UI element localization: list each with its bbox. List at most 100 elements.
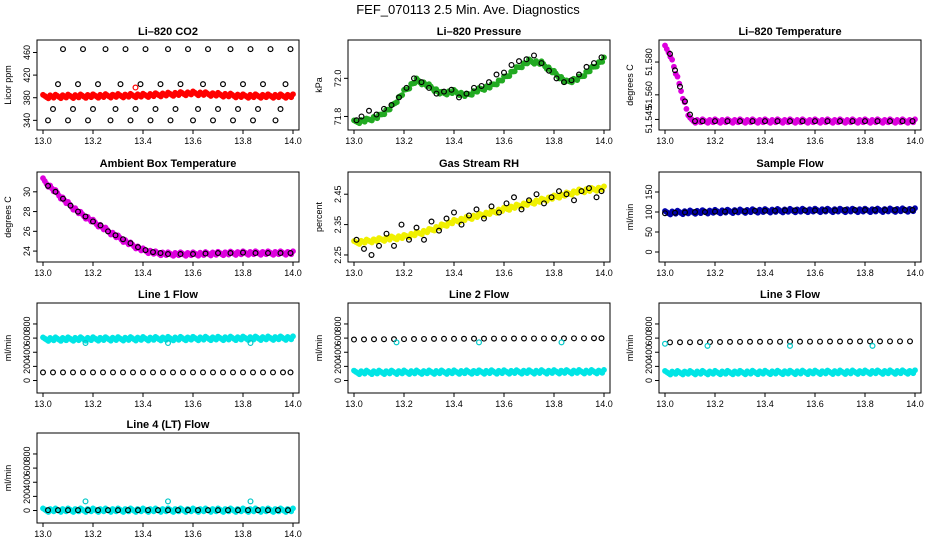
y-tick-label: 200	[644, 359, 654, 374]
data-point	[44, 507, 51, 514]
data-point	[553, 75, 560, 82]
panel-co2: Li–820 CO2 13.0 13.2 13.4 13.6 13.8 14.0 340 380…	[3, 26, 302, 146]
data-point	[167, 117, 174, 124]
x-tick-label: 13.6	[184, 268, 202, 278]
data-point	[275, 507, 282, 514]
series-individual	[661, 207, 916, 217]
data-point	[235, 106, 242, 113]
data-point	[426, 84, 433, 91]
data-point	[358, 113, 365, 120]
data-point	[132, 106, 139, 113]
data-point	[215, 106, 222, 113]
x-tick-label: 13.0	[345, 399, 363, 409]
data-point	[849, 118, 856, 125]
series-dips	[82, 340, 254, 347]
data-point	[59, 195, 66, 202]
data-point	[393, 339, 400, 346]
data-point	[190, 369, 197, 376]
data-point	[366, 107, 373, 114]
data-point	[69, 106, 76, 113]
data-point	[428, 218, 435, 225]
data-point	[799, 118, 806, 125]
data-point	[711, 118, 718, 125]
data-point	[441, 335, 448, 342]
y-tick-label: 340	[22, 113, 32, 128]
panel-line1: Line 1 Flow 13.0 13.2 13.4 13.6 13.8 14.0 0 2004…	[3, 289, 302, 409]
data-point	[533, 191, 540, 198]
series-upper-individual	[351, 335, 605, 343]
y-tick-label: 100	[644, 204, 654, 219]
data-point	[74, 81, 81, 88]
x-tick-label: 14.0	[595, 136, 613, 146]
data-point	[54, 507, 61, 514]
x-tick-label: 14.0	[284, 399, 302, 409]
data-point	[210, 117, 217, 124]
data-point	[39, 369, 46, 376]
y-axis-label: kPa	[314, 77, 324, 93]
plot-frame	[658, 302, 922, 394]
data-point	[109, 369, 116, 376]
data-point	[899, 118, 906, 125]
plot-frame	[36, 302, 300, 394]
data-point	[52, 188, 59, 195]
data-point	[478, 82, 485, 89]
x-tick-label: 13.2	[84, 136, 102, 146]
series-individual-min	[44, 117, 279, 124]
series-lower-individual	[39, 369, 294, 376]
y-axis-label: degrees C	[625, 64, 635, 106]
data-point	[230, 369, 237, 376]
x-tick-label: 13.0	[345, 136, 363, 146]
data-point	[165, 498, 172, 505]
data-point	[277, 250, 284, 257]
data-point	[79, 46, 86, 53]
data-point	[568, 77, 575, 84]
data-point	[205, 507, 212, 514]
data-point	[112, 106, 119, 113]
data-point	[185, 46, 192, 53]
data-point	[94, 81, 101, 88]
panel-line2: Line 2 Flow 13.0 13.2 13.4 13.6 13.8 14.0 0 2004…	[314, 289, 613, 409]
data-point	[240, 249, 247, 256]
x-tick-label: 13.8	[234, 399, 252, 409]
data-point	[451, 209, 458, 216]
data-point	[202, 250, 209, 257]
data-point	[205, 46, 212, 53]
x-tick-label: 13.6	[184, 399, 202, 409]
data-point	[102, 46, 109, 53]
data-point	[861, 207, 868, 214]
data-point	[515, 58, 522, 65]
data-point	[361, 336, 368, 343]
x-tick-label: 13.2	[706, 136, 724, 146]
x-tick-label: 13.4	[134, 268, 152, 278]
data-point	[436, 227, 443, 234]
data-point	[84, 117, 91, 124]
panel-line4: Line 4 (LT) Flow 13.0 13.2 13.4 13.6 13.8 14.0…	[3, 419, 302, 539]
data-point	[49, 106, 56, 113]
data-point	[54, 81, 61, 88]
data-point	[383, 230, 390, 237]
data-point	[548, 194, 555, 201]
y-tick-label: 800	[22, 316, 32, 331]
figure-title: FEF_070113 2.5 Min. Ave. Diagnostics	[356, 2, 580, 17]
data-point	[866, 338, 873, 345]
data-point	[220, 81, 227, 88]
y-axis-label: ml/min	[3, 465, 13, 492]
data-point	[411, 75, 418, 82]
data-point	[575, 71, 582, 78]
x-tick-label: 13.0	[656, 399, 674, 409]
data-point	[255, 106, 262, 113]
data-point	[846, 338, 853, 345]
data-point	[132, 84, 139, 91]
data-point	[119, 236, 126, 243]
plot-frame	[36, 39, 300, 131]
data-point	[580, 335, 587, 342]
data-point	[816, 338, 823, 345]
y-tick-label: 600	[333, 331, 343, 346]
series-lower-average	[351, 366, 607, 378]
data-point	[282, 81, 289, 88]
data-point	[142, 247, 149, 254]
data-point	[267, 46, 274, 53]
data-point	[593, 194, 600, 201]
x-tick-label: 13.2	[706, 268, 724, 278]
